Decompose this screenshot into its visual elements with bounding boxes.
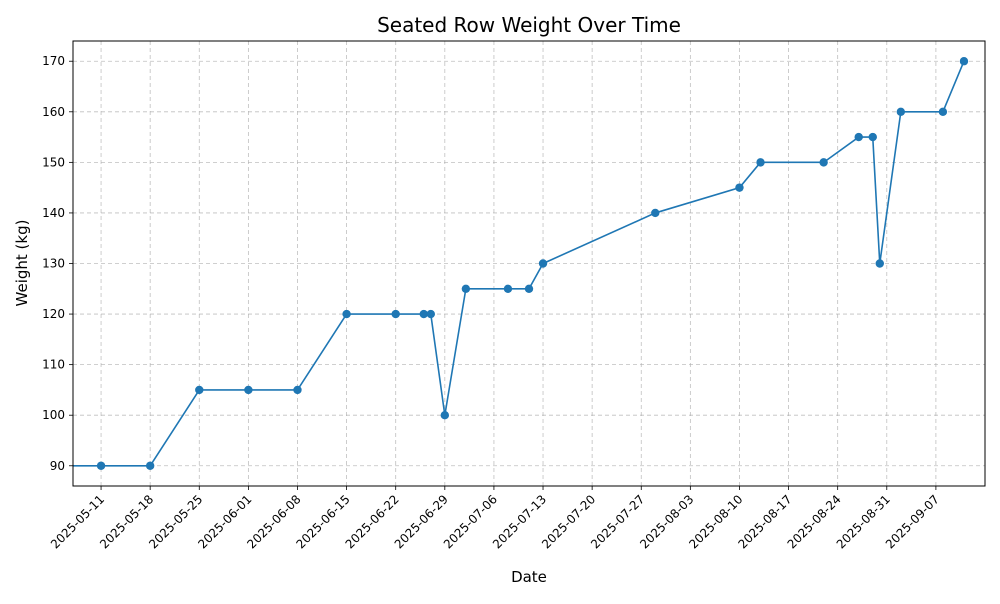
- data-point: [875, 259, 884, 268]
- data-point: [391, 309, 400, 319]
- data-point: [959, 57, 969, 66]
- data-point: [819, 158, 828, 167]
- y-tick-label: 160: [42, 105, 65, 119]
- data-point: [938, 107, 948, 116]
- y-tick-label: 100: [42, 408, 65, 422]
- data-point: [896, 107, 906, 116]
- chart-title: Seated Row Weight Over Time: [377, 13, 681, 37]
- y-tick-label: 130: [42, 257, 65, 271]
- y-tick-label: 150: [42, 155, 65, 169]
- plot-frame: [72, 40, 986, 487]
- y-tick-label: 140: [42, 206, 65, 220]
- data-point: [651, 208, 660, 218]
- data-point: [538, 259, 548, 268]
- data-point: [293, 385, 302, 395]
- y-tick-label: 110: [42, 358, 65, 372]
- plot-area: [73, 57, 969, 470]
- y-tick-label: 170: [42, 54, 65, 68]
- data-point: [503, 284, 513, 293]
- data-point: [461, 284, 471, 293]
- axes: 901001101201301401501601702025-05-112025…: [42, 54, 942, 551]
- data-point: [854, 132, 863, 142]
- y-tick-label: 90: [50, 459, 65, 473]
- grid-lines: [73, 41, 985, 486]
- y-axis-label: Weight (kg): [13, 220, 31, 307]
- data-point: [735, 183, 744, 192]
- y-tick-label: 120: [42, 307, 65, 321]
- x-axis-label: Date: [511, 568, 547, 586]
- data-point: [195, 385, 204, 395]
- data-point: [426, 309, 435, 319]
- data-point: [342, 309, 351, 319]
- data-point: [145, 461, 155, 470]
- data-point: [756, 158, 765, 167]
- data-point: [96, 461, 106, 470]
- data-point: [419, 309, 428, 319]
- data-point: [868, 132, 877, 142]
- data-point: [440, 411, 450, 420]
- data-point: [244, 385, 253, 395]
- data-point: [524, 284, 534, 293]
